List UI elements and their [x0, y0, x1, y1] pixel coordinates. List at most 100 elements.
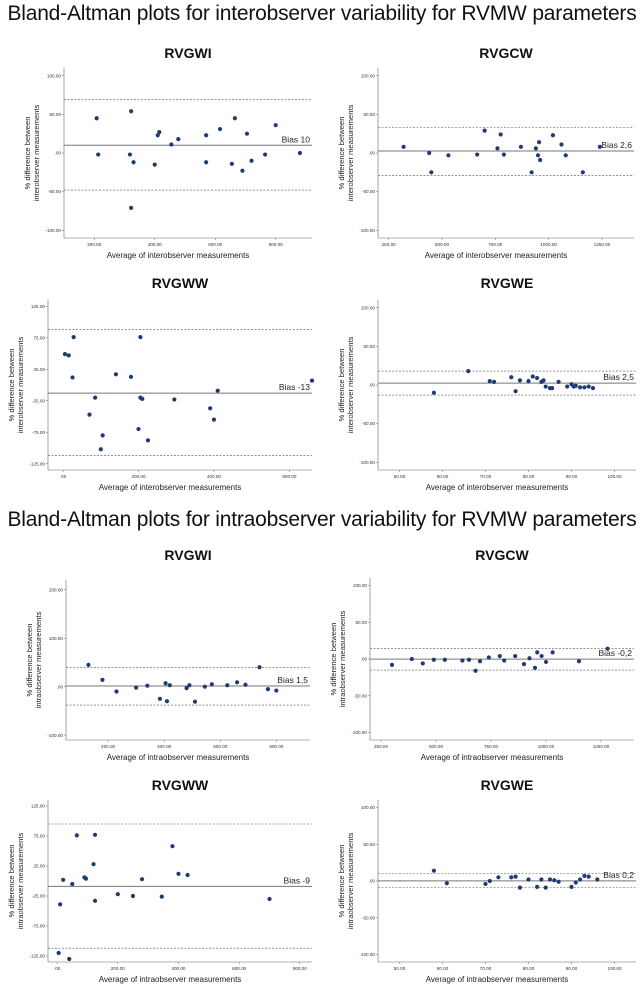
x-tick-label: 600.00: [282, 474, 296, 479]
data-point: [74, 833, 79, 838]
y-tick-label: 50.00: [356, 620, 368, 625]
data-point: [244, 131, 250, 136]
y-tick-label: -25.00: [32, 398, 45, 403]
bias-label: Bias -0,2: [598, 648, 632, 658]
y-tick-label: 100.00: [361, 305, 375, 310]
y-tick-label: 25.00: [34, 367, 46, 372]
data-point: [586, 384, 591, 389]
y-tick-label: 100.00: [49, 636, 63, 641]
chart-title: RVGCW: [475, 547, 529, 563]
x-tick-label: 400.00: [148, 242, 162, 247]
data-point: [444, 881, 449, 886]
data-point: [586, 874, 591, 879]
y-tick-label: 50.00: [364, 842, 376, 847]
y-tick-label: 100.00: [353, 583, 367, 588]
data-point: [176, 871, 181, 876]
data-point: [145, 438, 151, 443]
data-point: [100, 677, 105, 682]
y-axis-label: intraobserver measurements: [346, 832, 355, 929]
data-point: [559, 142, 564, 147]
data-point: [573, 383, 578, 388]
data-point: [527, 656, 532, 661]
y-tick-label: -100.00: [359, 228, 375, 233]
x-tick-label: 1000.00: [540, 242, 557, 247]
data-point: [202, 684, 207, 689]
data-point: [513, 874, 518, 879]
y-tick-label: -25.00: [32, 894, 45, 899]
data-point: [92, 898, 98, 903]
x-tick-label: 1250.00: [593, 744, 610, 749]
data-point: [580, 170, 585, 175]
y-tick-label: .00: [57, 684, 64, 689]
data-point: [543, 659, 549, 665]
y-tick-label: .00: [369, 383, 376, 388]
bias-label: Bias -9: [284, 875, 311, 885]
chart-title: RVGWW: [152, 275, 209, 291]
data-point: [431, 390, 436, 395]
y-tick-label: -100.00: [359, 952, 375, 957]
data-point: [217, 126, 223, 132]
data-point: [70, 881, 75, 887]
x-axis-label: Average of intraobserver measurements: [99, 975, 242, 984]
data-point: [486, 655, 491, 660]
y-tick-label: 125.00: [31, 804, 45, 809]
data-point: [309, 378, 315, 383]
data-point: [550, 133, 556, 138]
chart-svg: RVGCW 100.00 50.00 .00 -50.00 -100.00 250.00 50…: [329, 547, 634, 762]
data-point: [473, 668, 478, 673]
intra-rvgcw-plot: RVGCW 100.00 50.00 .00 -50.00 -100.00 250.00 50…: [322, 540, 644, 768]
data-point: [94, 116, 99, 121]
x-tick-label: 800.00: [293, 966, 307, 971]
data-point: [569, 884, 574, 889]
data-point: [93, 395, 98, 400]
data-point: [535, 375, 540, 381]
data-point: [297, 150, 303, 156]
data-point: [530, 374, 535, 379]
x-axis-label: Average of intraobserver measurements: [421, 753, 564, 762]
intra-rvgwe-plot: RVGWE 100.00 50.00 .00 -50.00 -100.00 50.00 60.…: [322, 770, 644, 992]
x-tick-label: 800.00: [269, 744, 283, 749]
data-point: [204, 160, 209, 165]
inter-rvgcw-plot: RVGCW 100.00 50.00 .00 -50.00 -100.00 250.00 50…: [322, 38, 644, 268]
x-axis-label: Average of interobserver measurements: [425, 251, 568, 260]
data-point: [552, 878, 557, 883]
data-point: [466, 368, 471, 374]
data-point: [517, 378, 522, 383]
data-point: [401, 144, 406, 149]
x-tick-label: 250.00: [382, 242, 396, 247]
data-point: [539, 877, 544, 882]
data-point: [497, 653, 502, 659]
data-point: [597, 144, 602, 149]
data-point: [263, 152, 268, 157]
data-point: [550, 385, 555, 391]
x-tick-label: 80.00: [523, 474, 535, 479]
data-point: [129, 109, 134, 114]
data-point: [547, 877, 553, 882]
x-tick-label: 100.00: [607, 966, 621, 971]
chart-title: RVGWE: [481, 777, 534, 793]
inter-rvgww-plot: RVGWW 125.00 75.00 25.00 -25.00 -75.00 -125.00…: [0, 268, 322, 500]
x-axis-label: Average of intraobserver measurements: [426, 975, 569, 984]
data-point: [211, 417, 217, 422]
data-point: [167, 683, 172, 688]
data-point: [157, 696, 163, 701]
x-tick-label: 500.00: [429, 744, 443, 749]
y-axis-label: % difference between: [7, 349, 16, 422]
bias-label: Bias 1,5: [277, 675, 308, 685]
y-tick-label: 100.00: [361, 805, 375, 810]
data-point: [535, 884, 540, 889]
x-tick-label: 60.00: [437, 966, 449, 971]
x-tick-label: 400.00: [157, 744, 171, 749]
data-point: [209, 682, 214, 687]
interobserver-section-title: Bland-Altman plots for interobserver var…: [7, 2, 637, 25]
data-point: [389, 662, 395, 667]
x-tick-label: .00: [60, 474, 67, 479]
x-tick-label: 60.00: [437, 474, 449, 479]
data-point: [605, 646, 610, 651]
data-point: [67, 956, 72, 962]
y-tick-label: 100.00: [47, 73, 61, 78]
y-axis-label: % difference between: [337, 349, 346, 422]
x-tick-label: 600.00: [213, 744, 227, 749]
x-tick-label: 800.00: [269, 242, 283, 247]
data-point: [535, 153, 541, 158]
